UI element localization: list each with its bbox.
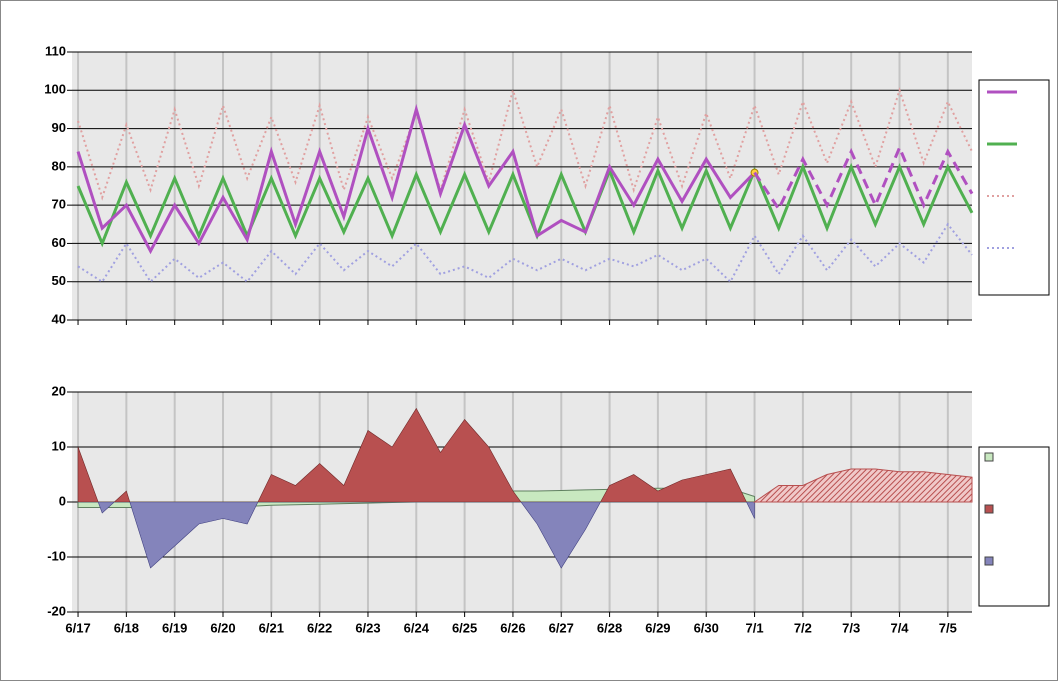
x-tick-label: 6/17 (65, 620, 90, 635)
y-tick-label: 60 (52, 235, 66, 250)
y-tick-label: 100 (44, 82, 66, 97)
chart-0: 40 50 60 70 80 90 100 110 (44, 43, 1017, 326)
x-tick-label: 6/18 (114, 620, 139, 635)
area-positive (77, 407, 755, 502)
line-series (753, 143, 974, 212)
x-tick-label: 7/5 (939, 620, 957, 635)
y-tick-label: 80 (52, 158, 66, 173)
x-tick-label: 6/27 (549, 620, 574, 635)
legend-swatch (984, 504, 994, 514)
y-tick-label: 0 (59, 493, 66, 508)
x-tick-label: 6/26 (500, 620, 525, 635)
x-tick-label: 6/22 (307, 620, 332, 635)
x-tick-label: 6/30 (694, 620, 719, 635)
x-tick-label: 6/29 (645, 620, 670, 635)
line-series (76, 103, 756, 255)
x-tick-label: 7/4 (890, 620, 909, 635)
x-tick-label: 7/2 (794, 620, 812, 635)
y-tick-label: 110 (45, 43, 66, 58)
legend (978, 79, 1050, 296)
y-tick-label: 40 (52, 311, 66, 326)
y-tick-label: 90 (52, 120, 66, 135)
y-tick-label: 70 (52, 197, 66, 212)
legend-swatch (984, 556, 994, 566)
area-negative (77, 502, 755, 569)
x-tick-label: 7/3 (842, 620, 860, 635)
x-tick-label: 6/28 (597, 620, 622, 635)
line-series (77, 222, 973, 284)
chart-1: 6/17 6/18 6/19 6/20 6/21 6/22 6/23 6/24 6/25 6/26… (47, 383, 994, 635)
x-tick-label: 6/25 (452, 620, 477, 635)
x-tick-label: 6/23 (355, 620, 380, 635)
x-tick-label: 6/21 (259, 620, 284, 635)
y-tick-label: 10 (52, 438, 66, 453)
y-tick-label: -10 (47, 548, 66, 563)
area-forecast (752, 468, 973, 503)
y-tick-label: 20 (52, 383, 66, 398)
line-series (76, 162, 974, 248)
x-tick-label: 6/20 (210, 620, 235, 635)
legend (978, 446, 1050, 607)
x-tick-label: 7/1 (746, 620, 764, 635)
x-tick-label: 6/24 (404, 620, 430, 635)
y-tick-label: -20 (47, 603, 66, 618)
y-tick-label: 50 (52, 273, 66, 288)
legend-swatch (984, 452, 994, 462)
x-tick-label: 6/19 (162, 620, 187, 635)
